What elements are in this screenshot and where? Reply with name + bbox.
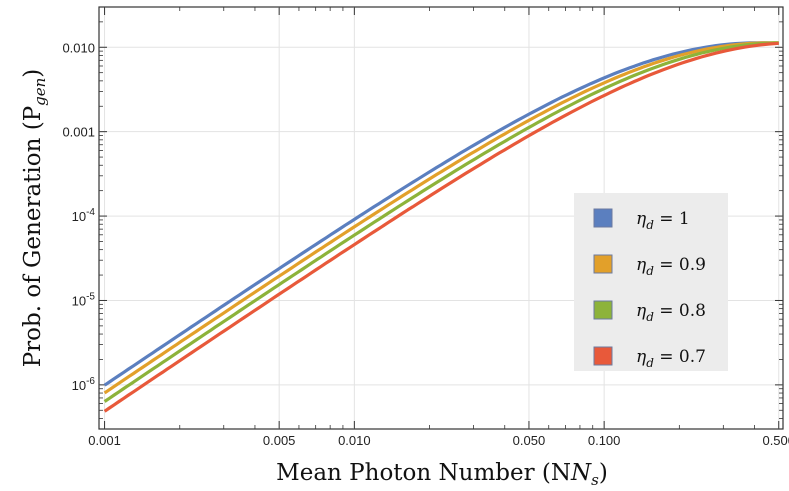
legend-swatch (593, 208, 613, 228)
series-line (103, 41, 779, 403)
x-axis-title: Mean Photon Number (NNs) (276, 460, 608, 489)
x-tick-label: 0.050 (513, 433, 546, 448)
ticks: 0.001 0.005 0.010 0.050 0.100 0.500 10-6 10-5 10… (62, 6, 789, 448)
legend-label: ηd = 0.8 (636, 301, 706, 324)
legend-swatch (593, 254, 613, 274)
x-tick-label: 0.010 (338, 433, 371, 448)
legend: ηd = 1 ηd = 0.9 ηd = 0.8 ηd = 0.7 (574, 193, 728, 371)
legend-label: ηd = 1 (636, 209, 690, 232)
series-line (103, 41, 779, 395)
legend-label: ηd = 0.7 (636, 347, 706, 370)
legend-swatch (593, 346, 613, 366)
series-lines (103, 41, 779, 413)
y-tick-label: 0.001 (62, 125, 95, 140)
series-line (103, 41, 779, 413)
x-axis-title-var: N (570, 460, 592, 486)
y-tick-label: 10-4 (72, 207, 96, 224)
legend-swatch (593, 300, 613, 320)
y-tick-label: 10-6 (72, 376, 96, 393)
legend-label: ηd = 0.9 (636, 255, 706, 278)
series-line (103, 41, 779, 387)
y-tick-label: 0.010 (62, 40, 95, 55)
y-tick-label: 10-5 (72, 291, 96, 308)
y-axis-title: Prob. of Generation (Pgen) (20, 69, 49, 368)
x-tick-label: 0.500 (762, 433, 789, 448)
x-tick-label: 0.100 (588, 433, 621, 448)
x-tick-label: 0.001 (88, 433, 121, 448)
x-tick-label: 0.005 (263, 433, 296, 448)
plot-frame (98, 6, 784, 430)
